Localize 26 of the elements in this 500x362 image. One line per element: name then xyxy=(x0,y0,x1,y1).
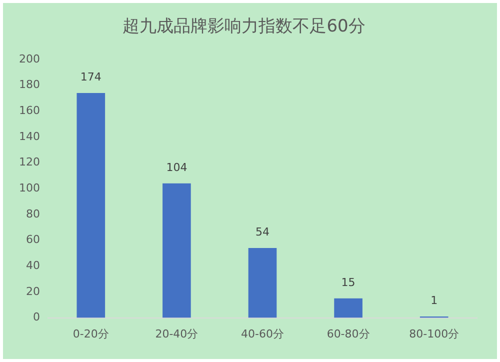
y-tick-label: 60 xyxy=(26,233,40,246)
bar xyxy=(248,248,277,318)
y-tick-label: 160 xyxy=(18,104,40,117)
data-label: 54 xyxy=(256,225,270,238)
y-tick-label: 0 xyxy=(32,310,40,324)
x-tick-label: 40-60分 xyxy=(241,327,284,340)
data-label: 15 xyxy=(341,276,356,289)
x-tick-label: 80-100分 xyxy=(409,327,460,340)
data-label: 104 xyxy=(166,160,188,174)
bar xyxy=(162,183,191,318)
y-tick-label: 100 xyxy=(18,181,40,194)
x-tick-label: 0-20分 xyxy=(72,327,109,340)
y-tick-label: 140 xyxy=(18,130,40,143)
x-tick-label: 60-80分 xyxy=(326,327,370,340)
bar xyxy=(334,298,362,318)
y-tick-label: 80 xyxy=(26,207,40,220)
y-tick-label: 20 xyxy=(26,284,40,298)
chart-title: 超九成品牌影响力指数不足60分 xyxy=(122,16,366,37)
y-tick-label: 120 xyxy=(18,156,40,169)
bar xyxy=(76,92,106,318)
y-tick-label: 180 xyxy=(18,78,40,92)
data-label: 174 xyxy=(80,70,102,84)
y-tick-label: 200 xyxy=(18,52,40,66)
y-tick-label: 40 xyxy=(26,258,40,272)
data-label: 1 xyxy=(430,294,438,307)
x-tick-label: 20-40分 xyxy=(155,327,198,340)
